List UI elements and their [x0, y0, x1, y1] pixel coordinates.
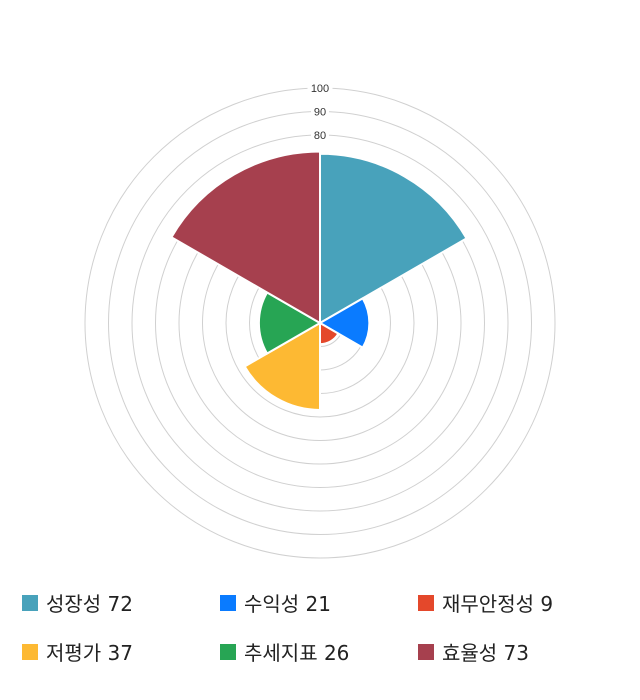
legend-label: 효율성 73	[442, 641, 530, 665]
legend-label: 저평가 37	[46, 641, 134, 665]
polar-area-chart: 80 90 100	[84, 81, 556, 559]
legend-label: 추세지표 26	[244, 641, 350, 665]
tick-label-bg	[307, 81, 333, 94]
legend-item[interactable]: 수익성 21	[220, 588, 331, 617]
tick-label-bg	[311, 128, 329, 141]
legend-label: 성장성 72	[46, 592, 134, 616]
legend-item[interactable]: 저평가 37	[22, 637, 133, 666]
sector-추세지표[interactable]	[257, 291, 322, 355]
legend-item[interactable]: 추세지표 26	[220, 637, 349, 666]
legend-swatch	[22, 643, 38, 660]
sector-효율성[interactable]	[170, 150, 321, 325]
legend-swatch	[220, 643, 236, 660]
tick-label: 90	[314, 107, 326, 119]
legend-label: 재무안정성 9	[442, 592, 554, 616]
legend-swatch	[418, 594, 434, 611]
sector-수익성[interactable]	[318, 296, 371, 350]
legend-item[interactable]: 효율성 73	[418, 637, 529, 666]
sector-성장성[interactable]	[319, 152, 468, 325]
legend-item[interactable]: 성장성 72	[22, 588, 133, 617]
tick-label: 100	[311, 83, 329, 95]
sector-저평가[interactable]	[243, 321, 321, 411]
tick-label: 80	[314, 130, 326, 142]
legend-swatch	[418, 643, 434, 660]
legend-item[interactable]: 재무안정성 9	[418, 588, 553, 617]
tick-label-bg	[311, 104, 329, 118]
legend-swatch	[22, 594, 38, 611]
legend-swatch	[220, 594, 236, 611]
legend-label: 수익성 21	[244, 592, 332, 616]
